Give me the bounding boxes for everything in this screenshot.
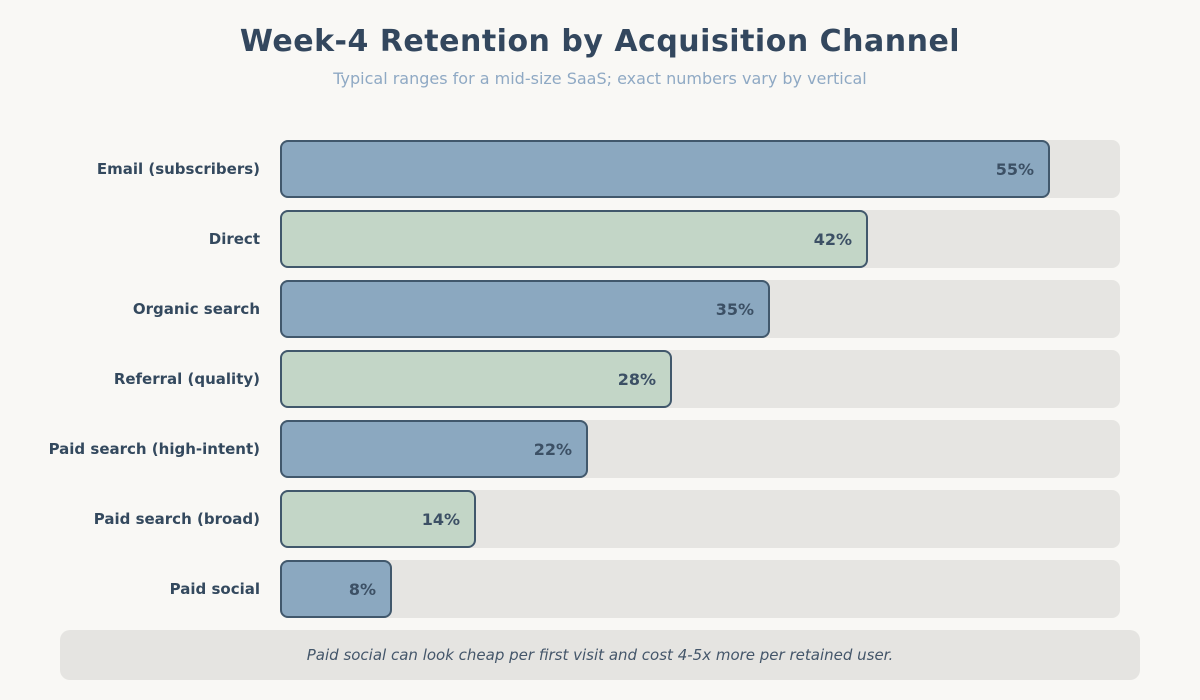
category-label: Organic search (132, 300, 260, 318)
category-label: Email (subscribers) (96, 160, 260, 178)
bar-chart-plot-area: Email (subscribers) 55% Direct 42% Organic s… (0, 140, 1200, 618)
bar: 42% (280, 210, 868, 268)
chart-row: Email (subscribers) 55% (0, 140, 1120, 198)
value-label: 28% (617, 369, 656, 389)
value-label: 55% (995, 159, 1034, 179)
bar-track: 28% (280, 350, 1120, 408)
chart-row: Paid social 8% (0, 560, 1120, 618)
bar: 22% (280, 420, 588, 478)
chart-row: Direct 42% (0, 210, 1120, 268)
bar: 35% (280, 280, 770, 338)
chart-subtitle: Typical ranges for a mid-size SaaS; exac… (333, 69, 867, 88)
chart-row: Paid search (high-intent) 22% (0, 420, 1120, 478)
category-label: Direct (208, 230, 260, 248)
footnote-strip: Paid social can look cheap per first vis… (60, 630, 1140, 680)
chart-header: Week-4 Retention by Acquisition Channel … (0, 0, 1200, 140)
bar-track: 8% (280, 560, 1120, 618)
bar-track: 35% (280, 280, 1120, 338)
value-label: 8% (348, 579, 376, 599)
bar-track: 55% (280, 140, 1120, 198)
value-label: 42% (813, 229, 852, 249)
bar-track: 42% (280, 210, 1120, 268)
footnote-text: Paid social can look cheap per first vis… (306, 646, 894, 664)
bar-track: 14% (280, 490, 1120, 548)
chart-title: Week-4 Retention by Acquisition Channel (239, 24, 961, 59)
category-label: Paid search (high-intent) (48, 440, 260, 458)
bar: 14% (280, 490, 476, 548)
chart-row: Paid search (broad) 14% (0, 490, 1120, 548)
category-label: Referral (quality) (113, 370, 260, 388)
bar: 55% (280, 140, 1050, 198)
value-label: 14% (421, 509, 460, 529)
bar: 28% (280, 350, 672, 408)
category-label: Paid search (broad) (93, 510, 260, 528)
value-label: 35% (715, 299, 754, 319)
chart-row: Referral (quality) 28% (0, 350, 1120, 408)
category-label: Paid social (169, 580, 260, 598)
chart-row: Organic search 35% (0, 280, 1120, 338)
bar: 8% (280, 560, 392, 618)
bar-track: 22% (280, 420, 1120, 478)
value-label: 22% (533, 439, 572, 459)
